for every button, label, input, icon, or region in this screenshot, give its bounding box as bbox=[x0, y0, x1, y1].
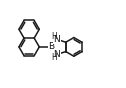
Text: N: N bbox=[53, 35, 60, 44]
Text: H: H bbox=[51, 53, 57, 62]
Text: B: B bbox=[48, 42, 54, 51]
Text: N: N bbox=[53, 50, 60, 59]
Text: H: H bbox=[51, 32, 57, 41]
